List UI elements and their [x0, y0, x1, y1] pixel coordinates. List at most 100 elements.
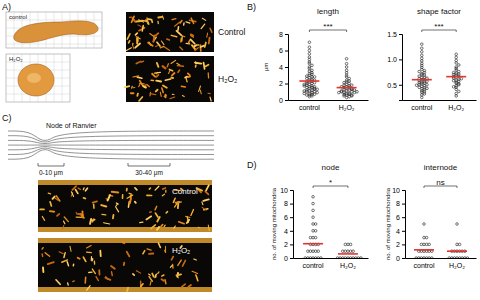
data-point	[455, 92, 458, 95]
data-point	[314, 257, 317, 258]
mitochondrion-speck	[182, 95, 184, 96]
y-tick: 10	[280, 187, 293, 194]
data-point	[452, 86, 455, 89]
data-point	[425, 236, 428, 239]
mitochondrion-speck	[192, 271, 197, 273]
micrograph-background	[38, 238, 212, 292]
mitochondrion-speck	[162, 275, 164, 276]
mitochondrion-speck	[157, 217, 159, 221]
y-axis-line	[399, 35, 403, 101]
mean-line	[337, 87, 357, 89]
mitochondrion-speck	[190, 39, 194, 43]
data-point	[420, 81, 423, 84]
mitochondrion-speck	[84, 277, 86, 283]
mitochondrion-speck	[200, 90, 201, 94]
y-axis-title: no. of moving mitochondria	[385, 187, 391, 260]
data-point	[420, 257, 423, 258]
x-tick: H₂O₂	[340, 258, 356, 269]
data-point	[341, 250, 344, 253]
data-point	[348, 92, 351, 95]
data-point	[418, 75, 421, 78]
mean-line	[414, 249, 434, 251]
y-tick-mark	[285, 84, 288, 85]
y-tick-mark	[290, 204, 293, 205]
x-axis-line	[289, 100, 369, 101]
y-tick-mark	[399, 34, 402, 35]
data-point	[458, 82, 461, 85]
mitochondrion-speck	[140, 83, 144, 85]
y-tick: 2	[284, 241, 293, 248]
data-point	[456, 257, 459, 258]
data-point	[455, 66, 458, 69]
mitochondrion-speck	[146, 216, 151, 219]
mitochondrion-speck	[129, 41, 130, 43]
data-point	[344, 243, 347, 246]
mitochondrion-speck	[108, 195, 110, 200]
data-point	[455, 84, 458, 87]
data-point	[305, 94, 308, 97]
x-tick-label: H₂O₂	[339, 104, 355, 111]
data-point	[312, 257, 315, 258]
y-tick-mark	[285, 34, 288, 35]
mitochondrion-speck	[150, 94, 156, 95]
mitochondrion-speck	[165, 79, 170, 80]
data-point	[309, 236, 312, 239]
data-point	[420, 62, 423, 65]
data-point	[314, 236, 317, 239]
y-axis-line	[290, 191, 294, 259]
mitochondrion-speck	[206, 33, 208, 37]
data-point	[456, 243, 459, 246]
mitochondrion-speck	[137, 77, 141, 78]
data-point	[312, 216, 315, 219]
data-point	[458, 70, 461, 73]
axon-outline	[8, 136, 214, 142]
mitochondrion-speck	[141, 284, 143, 287]
mitochondrion-speck	[76, 190, 78, 194]
mitochondrion-speck	[48, 262, 54, 264]
data-point	[453, 257, 456, 258]
mitochondrion-speck	[93, 204, 95, 208]
mitochondrion-speck	[133, 76, 139, 77]
mitochondrion-speck	[187, 217, 188, 222]
mitochondrion-speck	[186, 78, 187, 82]
mitochondrion-speck	[147, 194, 152, 196]
mitochondrion-speck	[197, 44, 199, 46]
mitochondrion-speck	[191, 18, 193, 23]
x-tick: H₂O₂	[449, 258, 465, 269]
data-point	[423, 236, 426, 239]
y-axis-line	[402, 191, 406, 259]
mitochondrion-speck	[98, 270, 100, 274]
data-point	[347, 250, 350, 253]
data-point	[349, 243, 352, 246]
data-point	[351, 94, 354, 97]
data-point	[420, 50, 423, 53]
data-point	[312, 223, 315, 226]
x-axis: controlH₂O₂	[294, 258, 369, 269]
data-point	[312, 196, 315, 199]
data-point	[420, 57, 423, 60]
data-point	[360, 257, 363, 258]
data-point	[348, 93, 351, 96]
data-point	[423, 257, 426, 258]
mitochondrion-speck	[73, 280, 75, 282]
mitochondrion-speck	[50, 210, 54, 212]
mitochondrion-speck	[126, 189, 128, 191]
mitochondrion-speck	[149, 274, 151, 275]
mitochondrion-speck	[171, 77, 173, 79]
mitochondrion-speck	[136, 38, 138, 43]
mitochondrion-speck	[176, 274, 181, 275]
mitochondrion-speck	[102, 214, 106, 216]
mitochondrion-speck	[138, 25, 141, 26]
data-point	[347, 257, 350, 258]
y-tick: 1.0	[387, 56, 402, 63]
y-tick: 4	[284, 228, 293, 235]
mitochondrion-speck	[42, 267, 44, 272]
mitochondrion-speck	[64, 253, 65, 258]
data-point	[352, 250, 355, 253]
mitochondrion-speck	[162, 16, 163, 19]
x-tick-label: control	[413, 262, 434, 269]
data-point	[423, 69, 426, 72]
mitochondrion-speck	[172, 73, 175, 75]
mitochondrion-speck	[166, 212, 167, 213]
y-tick-label: 4	[284, 228, 288, 235]
